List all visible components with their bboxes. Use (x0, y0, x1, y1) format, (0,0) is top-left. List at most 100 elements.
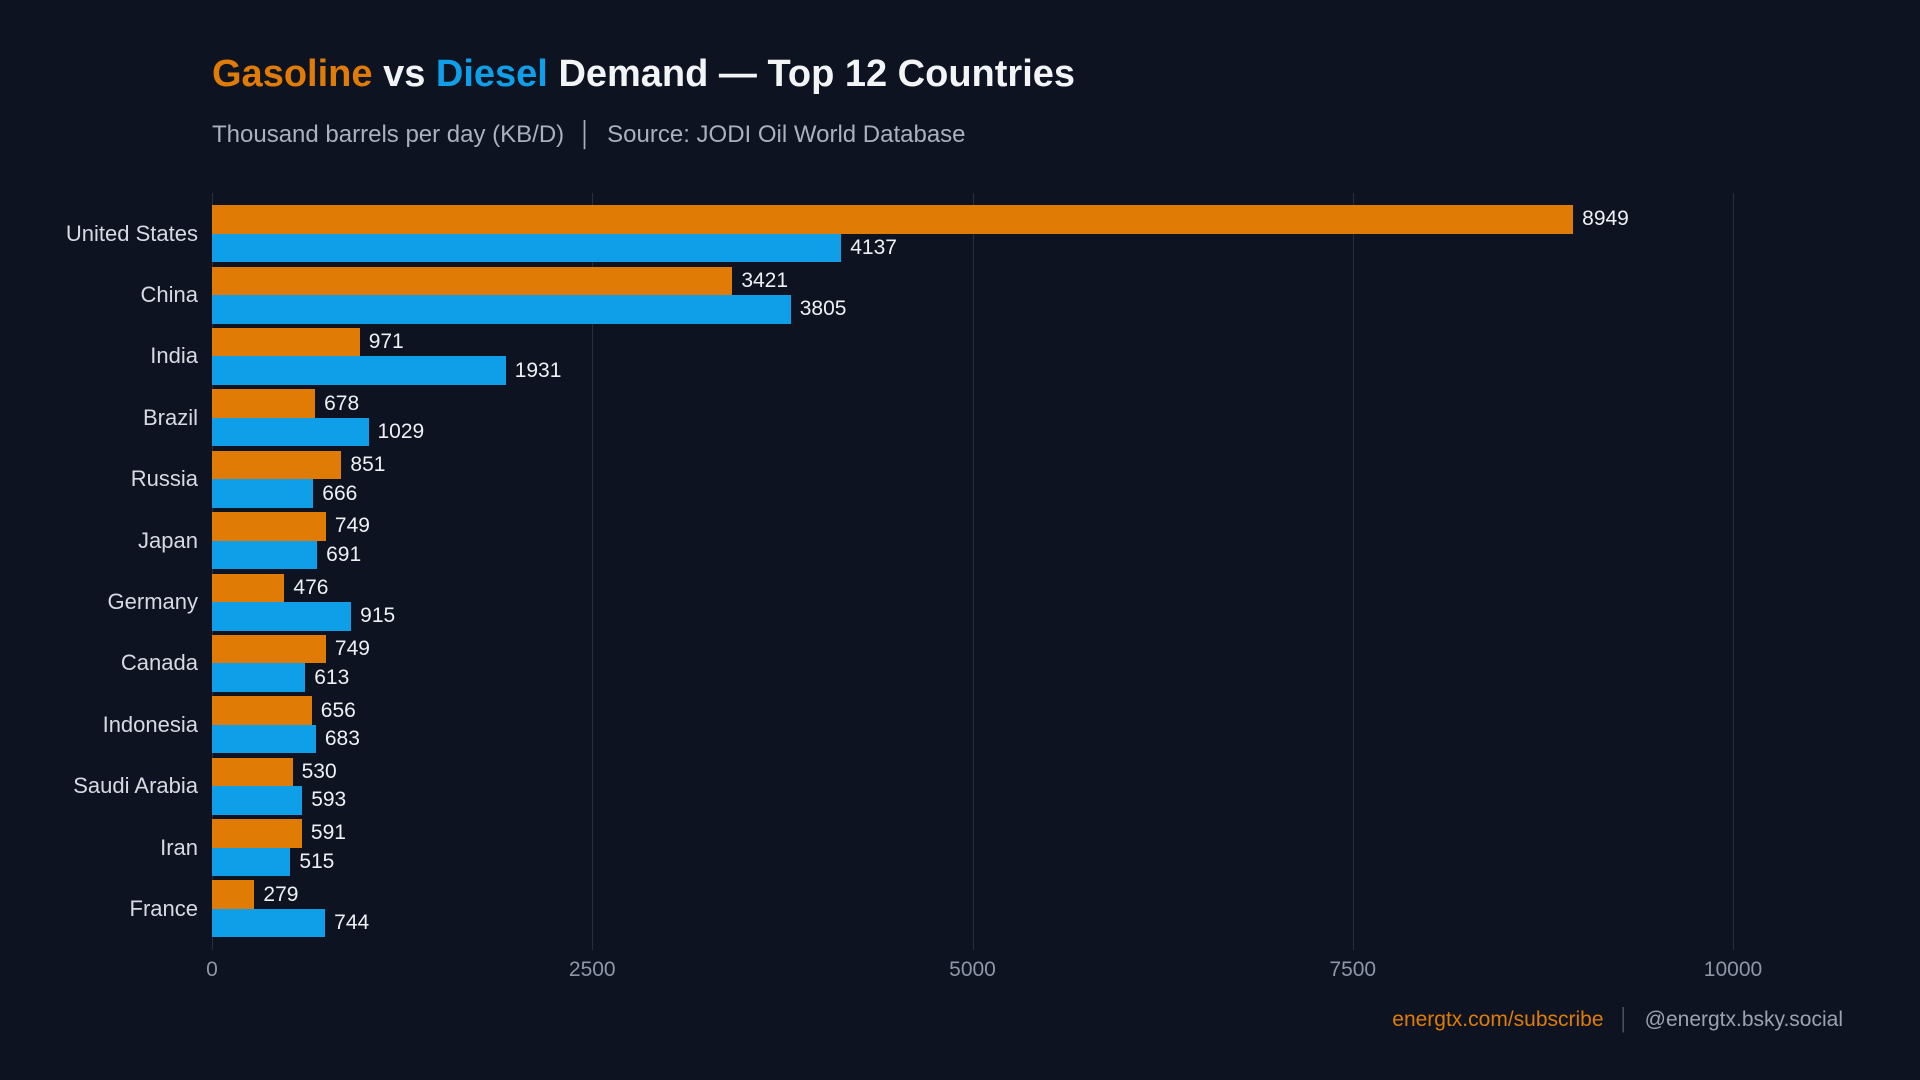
value-label: 666 (322, 481, 358, 505)
gasoline-barline: 749 (212, 512, 1733, 541)
chart-title: Gasoline vs Diesel Demand — Top 12 Count… (212, 53, 1075, 97)
country-row: United States 8949 4137 (66, 203, 1733, 264)
gasoline-bar (212, 266, 733, 296)
diesel-barline: 915 (212, 602, 1733, 631)
value-label: 3805 (799, 297, 847, 321)
gasoline-bar (212, 880, 255, 909)
value-label: 915 (360, 604, 396, 628)
gasoline-barline: 971 (212, 327, 1733, 357)
diesel-bar (212, 356, 506, 385)
diesel-bar (212, 663, 306, 692)
gasoline-barline: 3421 (212, 266, 1733, 296)
country-row: France 279 744 (130, 878, 1733, 939)
country-row: Indonesia 656 683 (103, 694, 1733, 755)
country-row: Japan 749 691 (138, 510, 1733, 571)
gasoline-bar (212, 573, 285, 603)
diesel-bar (212, 417, 369, 447)
value-label: 8949 (1582, 207, 1629, 231)
tick-label-0: 0 (206, 958, 218, 981)
gasoline-barline: 851 (212, 450, 1733, 480)
value-label: 593 (311, 788, 347, 812)
country-row: Brazil 678 1029 (143, 387, 1733, 448)
country-label: Indonesia (102, 711, 198, 737)
diesel-bar (212, 295, 791, 324)
gridline-5000 (972, 193, 974, 950)
country-label: Russia (130, 466, 198, 492)
diesel-bar (212, 540, 318, 570)
subtitle-source: Source: JODI Oil World Database (607, 121, 966, 148)
gasoline-bar (212, 389, 316, 418)
diesel-barline: 744 (212, 908, 1733, 938)
value-label: 476 (293, 575, 329, 599)
country-label: France (129, 895, 198, 921)
gasoline-barline: 749 (212, 634, 1733, 664)
footer-subscribe-link: energtx.com/subscribe (1392, 1008, 1604, 1031)
tick-label-5000: 5000 (949, 958, 996, 981)
diesel-bar (212, 724, 316, 754)
value-label: 851 (350, 453, 386, 476)
diesel-barline: 683 (212, 724, 1733, 754)
diesel-barline: 1931 (212, 356, 1733, 385)
gasoline-bar (212, 757, 293, 787)
diesel-bar (212, 479, 314, 508)
gasoline-barline: 476 (212, 573, 1733, 603)
country-label: Japan (138, 527, 198, 553)
diesel-bar (212, 786, 303, 815)
country-label: Brazil (142, 404, 198, 430)
diesel-barline: 613 (212, 663, 1733, 692)
subtitle-separator: │ (578, 121, 594, 148)
country-label: Iran (160, 834, 198, 860)
gasoline-barline: 530 (212, 757, 1733, 787)
subtitle-units: Thousand barrels per day (KB/D) (212, 121, 565, 148)
gridline-0 (212, 193, 213, 950)
value-label: 744 (334, 911, 370, 935)
value-label: 515 (299, 849, 335, 873)
tick-label-10000: 10000 (1703, 958, 1763, 981)
gridline-2500 (592, 193, 594, 950)
gasoline-barline: 591 (212, 819, 1733, 848)
footer: energtx.com/subscribe │ @energtx.bsky.soci… (1392, 1008, 1843, 1032)
title-diesel-word: Diesel (435, 53, 548, 95)
country-row: Canada 749 613 (121, 633, 1733, 694)
value-label: 683 (324, 727, 360, 751)
diesel-bar (212, 233, 842, 263)
gasoline-barline: 656 (212, 696, 1733, 725)
country-row: India 971 1931 (150, 326, 1733, 387)
chart-subtitle: Thousand barrels per day (KB/D) │ Source: … (212, 121, 966, 149)
country-label: Canada (120, 650, 198, 676)
country-row: Iran 591 515 (160, 817, 1733, 878)
footer-separator: │ (1617, 1008, 1631, 1031)
country-label: Saudi Arabia (73, 773, 198, 799)
country-label: United States (65, 220, 198, 246)
gasoline-bar (212, 450, 342, 480)
value-label: 4137 (850, 235, 897, 259)
title-gasoline-word: Gasoline (212, 53, 373, 95)
value-label: 678 (324, 391, 360, 415)
value-label: 656 (320, 698, 356, 722)
gasoline-bar (212, 819, 302, 848)
country-row: Germany 476 915 (108, 571, 1733, 632)
country-row: Saudi Arabia 530 593 (73, 756, 1733, 817)
gridline-10000 (1733, 193, 1734, 950)
diesel-bar (212, 847, 291, 877)
title-rest: Demand — Top 12 Countries (558, 53, 1076, 95)
value-label: 530 (301, 759, 337, 783)
gridline-7500 (1352, 193, 1354, 950)
diesel-barline: 666 (212, 479, 1733, 508)
value-label: 691 (326, 542, 362, 566)
value-label: 971 (368, 330, 404, 354)
country-label: India (150, 343, 198, 369)
bar-rows: United States 8949 4137 China 3421 3805 India 9… (66, 203, 1733, 940)
tick-label-2500: 2500 (568, 958, 616, 981)
diesel-barline: 691 (212, 540, 1733, 570)
gasoline-bar (212, 205, 1574, 234)
gasoline-bar (212, 512, 326, 541)
country-label: China (140, 282, 198, 308)
gasoline-barline: 8949 (212, 205, 1733, 234)
title-vs-word: vs (383, 53, 426, 95)
gasoline-bar (212, 634, 326, 664)
gasoline-bar (212, 696, 312, 725)
diesel-barline: 593 (212, 786, 1733, 815)
footer-social-handle: @energtx.bsky.social (1644, 1008, 1843, 1031)
